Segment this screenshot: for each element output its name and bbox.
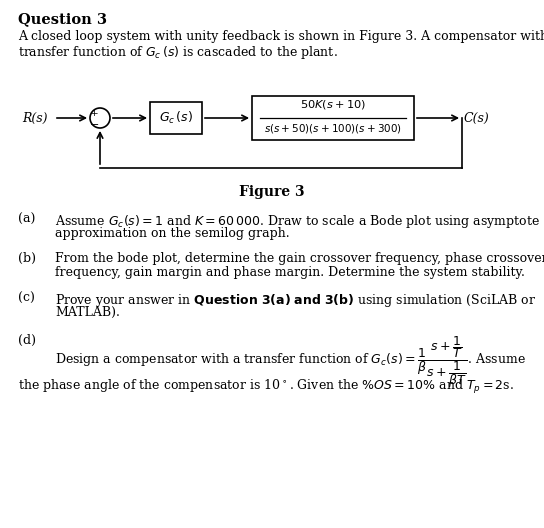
FancyBboxPatch shape — [150, 102, 202, 134]
Text: $s(s+50)(s+100)(s+300)$: $s(s+50)(s+100)(s+300)$ — [264, 122, 402, 135]
Text: Question 3: Question 3 — [18, 12, 107, 26]
Text: From the bode plot, determine the gain crossover frequency, phase crossover: From the bode plot, determine the gain c… — [55, 252, 544, 265]
Text: the phase angle of the compensator is 10$^\circ$. Given the $\%OS = 10\%$ and $T: the phase angle of the compensator is 10… — [18, 378, 514, 396]
Text: Figure 3: Figure 3 — [239, 185, 305, 199]
Text: C(s): C(s) — [464, 111, 490, 125]
Text: frequency, gain margin and phase margin. Determine the system stability.: frequency, gain margin and phase margin.… — [55, 266, 525, 279]
Text: transfer function of $G_c\,(s)$ is cascaded to the plant.: transfer function of $G_c\,(s)$ is casca… — [18, 44, 338, 61]
Text: −: − — [90, 120, 100, 130]
Text: R(s): R(s) — [22, 111, 47, 125]
Text: (a): (a) — [18, 213, 35, 226]
Text: Design a compensator with a transfer function of $G_c(s) = \dfrac{1}{\beta}\dfra: Design a compensator with a transfer fun… — [55, 334, 526, 390]
Text: Assume $G_c(s) = 1$ and $K = 60\,000$. Draw to scale a Bode plot using asymptote: Assume $G_c(s) = 1$ and $K = 60\,000$. D… — [55, 213, 540, 230]
Text: A closed loop system with unity feedback is shown in Figure 3. A compensator wit: A closed loop system with unity feedback… — [18, 30, 544, 43]
Text: (b): (b) — [18, 252, 36, 265]
Text: $G_c\,(s)$: $G_c\,(s)$ — [159, 110, 193, 126]
Text: $50K(s+10)$: $50K(s+10)$ — [300, 98, 366, 111]
Text: +: + — [90, 108, 98, 118]
FancyBboxPatch shape — [252, 96, 414, 140]
Text: approximation on the semilog graph.: approximation on the semilog graph. — [55, 227, 289, 240]
Text: (c): (c) — [18, 292, 35, 305]
Text: (d): (d) — [18, 334, 36, 347]
Text: Prove your answer in $\mathbf{Question\ 3(a)\ and\ 3(b)}$ using simulation (SciL: Prove your answer in $\mathbf{Question\ … — [55, 292, 536, 309]
Text: MATLAB).: MATLAB). — [55, 306, 120, 319]
